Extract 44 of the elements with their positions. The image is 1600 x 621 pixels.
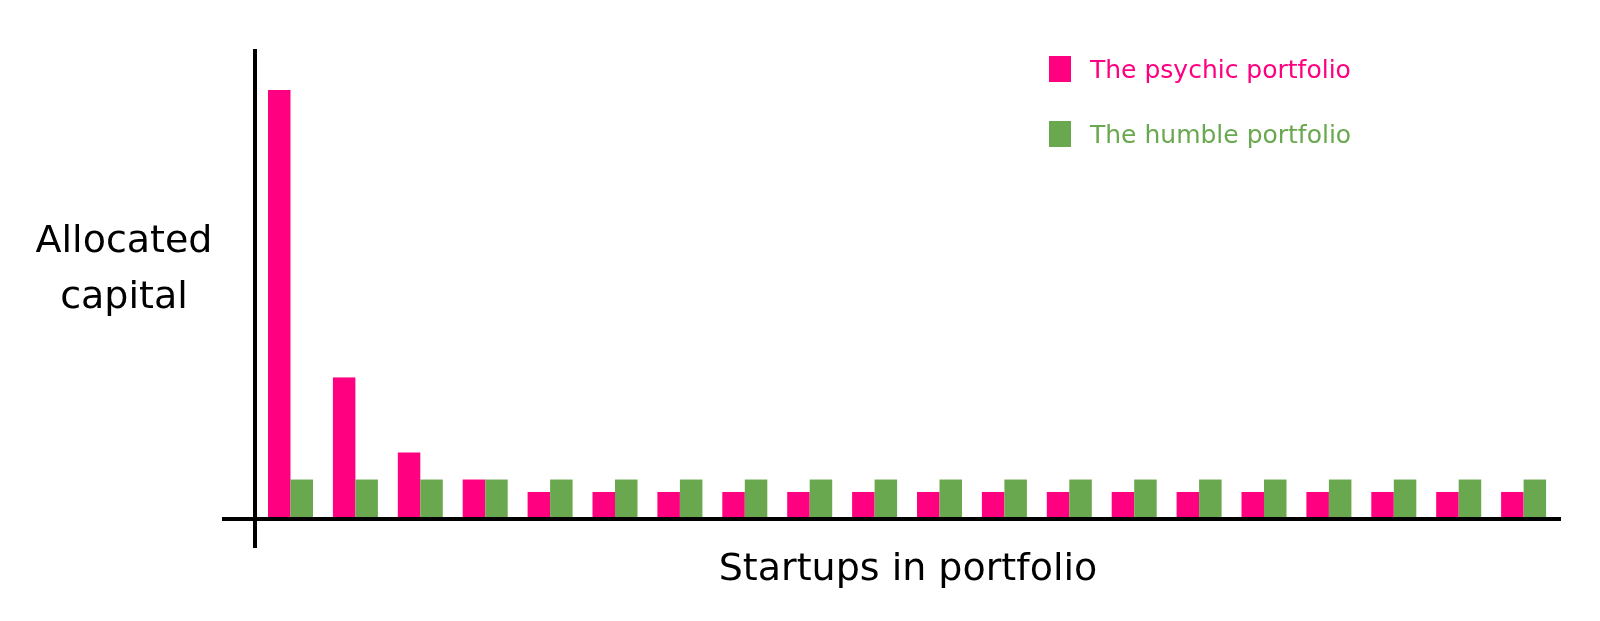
bar: [1046, 491, 1070, 519]
bar: [874, 479, 898, 519]
bar: [744, 479, 768, 519]
legend-label: The humble portfolio: [1089, 120, 1352, 149]
bar: [485, 479, 508, 519]
bar: [852, 491, 875, 519]
bar: [917, 491, 940, 519]
bar: [1306, 491, 1329, 519]
bar: [657, 491, 680, 519]
bar: [787, 491, 810, 519]
bar: [1004, 479, 1027, 519]
y-axis-title: Allocated capital: [35, 217, 213, 317]
legend-label: The psychic portfolio: [1089, 55, 1351, 84]
bar: [1199, 479, 1222, 519]
bar: [1134, 479, 1157, 519]
bar: [592, 491, 615, 519]
bar: [1523, 479, 1547, 519]
bar: [679, 479, 703, 519]
bar: [615, 479, 638, 519]
bar: [527, 491, 551, 519]
x-axis-title: Startups in portfolio: [718, 545, 1098, 589]
bar: [1241, 491, 1264, 519]
bar: [1436, 491, 1459, 519]
bar: [1371, 491, 1394, 519]
bar: [1501, 491, 1524, 519]
bar: [462, 479, 486, 519]
bar: [332, 377, 356, 519]
bar: [1264, 479, 1287, 519]
bar: [420, 479, 443, 519]
bar: [809, 479, 833, 519]
bar: [1069, 479, 1092, 519]
bar: [1111, 491, 1135, 519]
bar: [290, 479, 313, 519]
bar: [397, 452, 421, 519]
bar: [355, 479, 378, 519]
bar: [981, 491, 1005, 519]
bar: [268, 90, 291, 519]
bar: [1393, 479, 1417, 519]
bar: [1328, 479, 1352, 519]
bar: [1176, 491, 1200, 519]
bar: [550, 479, 573, 519]
bar: [722, 491, 745, 519]
bar: [1458, 479, 1482, 519]
bar: [939, 479, 962, 519]
